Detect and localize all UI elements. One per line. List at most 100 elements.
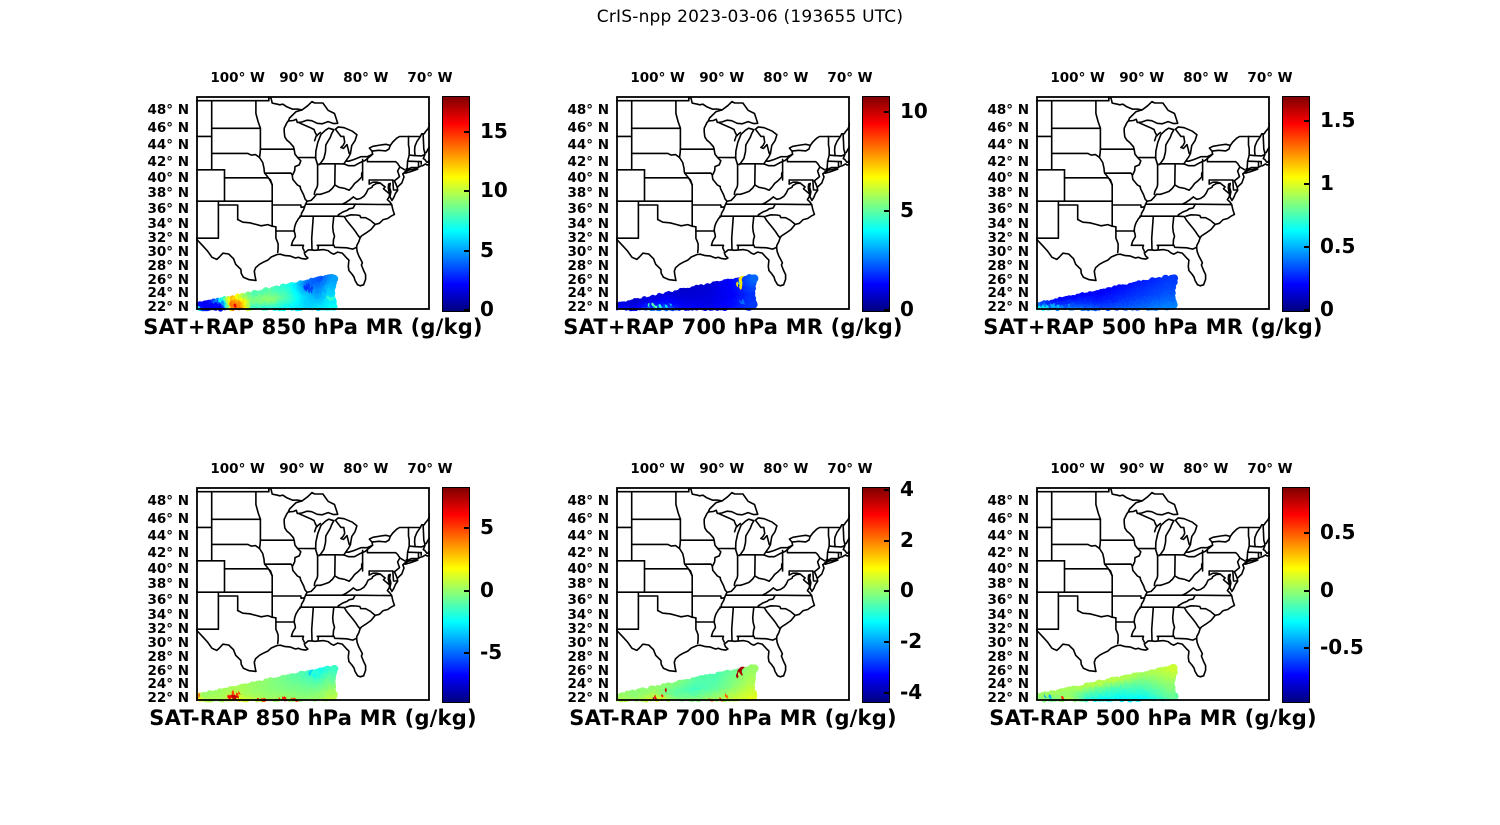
lon-tick-label: 70° W — [1247, 70, 1293, 86]
map-panel-1 — [196, 96, 430, 312]
lat-tick-label: 48° N — [987, 492, 1029, 509]
panel-title: SAT+RAP 500 hPa MR (g/kg) — [983, 315, 1323, 339]
lat-tick-label: 46° N — [147, 119, 189, 136]
axes-border — [196, 96, 430, 310]
lat-tick-label: 34° N — [147, 606, 189, 623]
colorbar-tick-label: 10 — [480, 178, 508, 203]
lat-tick-label: 40° N — [987, 169, 1029, 186]
lat-tick-label: 32° N — [147, 230, 189, 247]
lat-tick-label: 42° N — [147, 153, 189, 170]
satellite-swath-scatter — [616, 274, 759, 312]
lat-tick-label: 44° N — [147, 527, 189, 544]
lat-tick-label: 26° N — [147, 663, 189, 680]
lat-tick-label: 38° N — [147, 185, 189, 202]
colorbar-tick-mark — [884, 692, 889, 695]
lat-tick-label: 24° N — [567, 285, 609, 302]
lon-tick-label: 70° W — [827, 70, 873, 86]
lat-tick-label: 22° N — [147, 298, 189, 315]
colorbar-tick-mark — [884, 539, 889, 542]
us-state-boundaries — [616, 96, 850, 287]
lat-tick-label: 46° N — [567, 510, 609, 527]
colorbar-tick-mark — [464, 527, 469, 530]
map-panel-5 — [616, 487, 850, 703]
panel-title: SAT-RAP 500 hPa MR (g/kg) — [989, 706, 1317, 730]
colorbar-tick-mark — [1304, 120, 1309, 123]
colorbar-tick-mark — [884, 590, 889, 593]
lat-tick-label: 36° N — [987, 591, 1029, 608]
colorbar-tick-label: 5 — [900, 197, 914, 222]
lat-tick-label: 26° N — [567, 272, 609, 289]
colorbar-tick-mark — [884, 488, 889, 491]
lat-tick-label: 22° N — [987, 689, 1029, 706]
lon-tick-label: 100° W — [1050, 461, 1105, 477]
colorbar-tick-mark — [464, 589, 469, 592]
lat-tick-label: 36° N — [987, 200, 1029, 217]
colorbar-jet — [862, 96, 890, 312]
lat-tick-label: 36° N — [147, 591, 189, 608]
lat-tick-label: 24° N — [147, 285, 189, 302]
lat-tick-label: 42° N — [567, 544, 609, 561]
map-panel-3 — [1036, 96, 1270, 312]
lon-tick-label: 80° W — [343, 70, 389, 86]
lat-tick-label: 48° N — [567, 101, 609, 118]
colorbar-tick-label: 0 — [900, 297, 914, 322]
lon-tick-label: 100° W — [210, 461, 265, 477]
colorbar-tick-mark — [884, 209, 889, 212]
lat-tick-label: 36° N — [567, 591, 609, 608]
map-panel-2 — [616, 96, 850, 312]
figure-title: CrIS-npp 2023-03-06 (193655 UTC) — [596, 7, 904, 27]
lat-tick-label: 36° N — [147, 200, 189, 217]
lat-tick-label: 44° N — [987, 136, 1029, 153]
colorbar-tick-label: -4 — [900, 680, 923, 705]
satellite-swath-scatter — [196, 664, 339, 703]
colorbar-tick-mark — [884, 641, 889, 644]
lat-tick-label: 24° N — [567, 676, 609, 693]
axes-border — [1036, 96, 1270, 310]
colorbar-jet — [862, 487, 890, 703]
lat-tick-label: 38° N — [987, 576, 1029, 593]
colorbar-tick-mark — [1304, 532, 1309, 535]
axes-border — [1036, 487, 1270, 701]
lat-tick-label: 48° N — [147, 101, 189, 118]
map-panel-6 — [1036, 487, 1270, 703]
lat-tick-label: 34° N — [987, 606, 1029, 623]
lon-tick-label: 70° W — [827, 461, 873, 477]
colorbar-tick-mark — [464, 249, 469, 252]
lon-tick-label: 80° W — [1183, 70, 1229, 86]
colorbar-tick-label: -2 — [900, 629, 923, 654]
panel-title: SAT-RAP 700 hPa MR (g/kg) — [569, 706, 897, 730]
colorbar-tick-mark — [1304, 309, 1309, 311]
lat-tick-label: 42° N — [567, 153, 609, 170]
colorbar-tick-mark — [884, 309, 889, 311]
lat-tick-label: 48° N — [987, 101, 1029, 118]
lon-tick-label: 90° W — [279, 70, 325, 86]
colorbar-tick-mark — [1304, 589, 1309, 592]
colorbar-tick-mark — [464, 309, 469, 311]
lat-tick-label: 34° N — [147, 215, 189, 232]
colorbar-tick-label: 1.5 — [1320, 108, 1356, 133]
lat-tick-label: 48° N — [147, 492, 189, 509]
panel-title: SAT+RAP 700 hPa MR (g/kg) — [563, 315, 903, 339]
lat-tick-label: 44° N — [567, 136, 609, 153]
lat-tick-label: 38° N — [567, 185, 609, 202]
lat-tick-label: 32° N — [987, 621, 1029, 638]
us-state-boundaries — [616, 487, 850, 678]
panel-title: SAT-RAP 850 hPa MR (g/kg) — [149, 706, 477, 730]
lat-tick-label: 30° N — [987, 635, 1029, 652]
satellite-swath-scatter — [1036, 274, 1179, 312]
lat-tick-label: 30° N — [987, 244, 1029, 261]
lat-tick-label: 42° N — [987, 153, 1029, 170]
lat-tick-label: 44° N — [147, 136, 189, 153]
colorbar-tick-mark — [1304, 183, 1309, 186]
lat-tick-label: 22° N — [567, 298, 609, 315]
lat-tick-label: 30° N — [567, 635, 609, 652]
lat-tick-label: 22° N — [567, 689, 609, 706]
lat-tick-label: 34° N — [567, 215, 609, 232]
lat-tick-label: 38° N — [567, 576, 609, 593]
lat-tick-label: 44° N — [567, 527, 609, 544]
lat-tick-label: 28° N — [987, 258, 1029, 275]
satellite-swath-scatter — [1036, 663, 1179, 703]
colorbar-tick-mark — [464, 130, 469, 133]
map-panel-4 — [196, 487, 430, 703]
lon-tick-label: 100° W — [210, 70, 265, 86]
